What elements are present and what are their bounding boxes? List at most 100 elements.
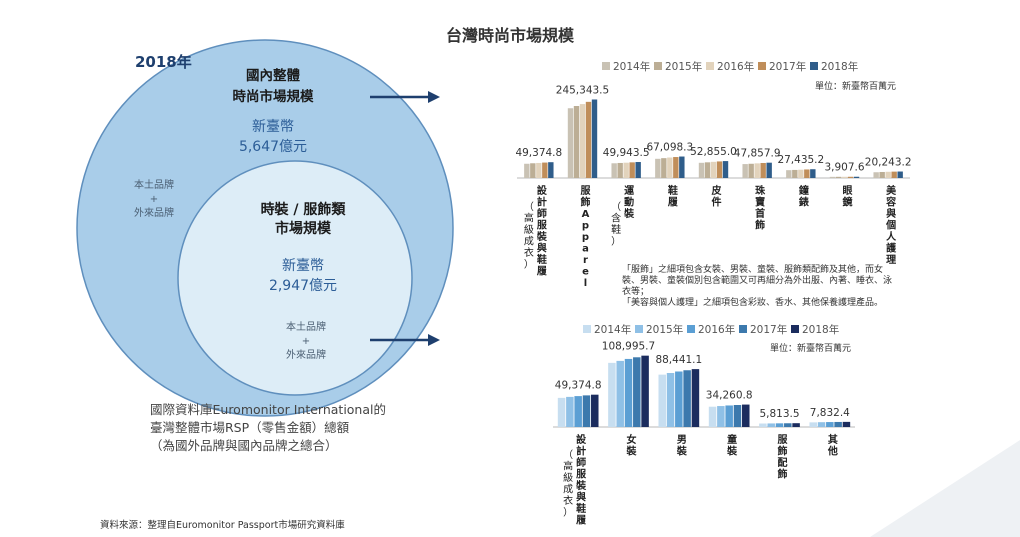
category-label-char: 寶 [755,196,765,209]
bar [716,161,723,178]
category-label: 男裝 [676,434,688,458]
unit-label: 單位：新臺幣百萬元 [770,342,851,354]
bar [826,422,834,427]
category-label-char: （ [611,201,621,213]
legend-swatch [602,62,610,70]
category-label: 運動裝 [623,185,635,220]
category-label: 其他 [827,433,838,458]
category-label-char: 鐘 [799,184,809,197]
bar [834,421,842,427]
legend-swatch [583,325,591,333]
legend-swatch [635,325,643,333]
category-label-char: 件 [712,196,722,209]
source-note: 資料來源：整理自Euromonitor Passport市場研究資料庫 [100,520,345,531]
bar [524,163,530,178]
bar [784,423,792,427]
category-label-char: p [582,221,589,232]
bar [885,171,891,178]
data-label: 245,343.5 [556,84,609,96]
category-label-char: 童 [727,433,737,446]
data-label: 3,907.6 [824,162,864,174]
bar [585,101,592,178]
bar [573,106,580,178]
bar [683,370,691,427]
outer-amount: 5,647億元 [239,139,307,155]
bar [530,163,536,178]
data-label: 49,374.8 [555,380,602,392]
category-label-char: 級 [524,223,534,236]
category-label-char: 高 [524,212,534,225]
bar [617,162,623,178]
category-label-char: 履 [575,515,586,527]
category-label-char: 飾 [778,445,788,458]
category-label-char: 其 [828,433,838,446]
legend-label: 2018年 [821,60,858,73]
bar [566,396,574,427]
page-title: 台灣時尚市場規模 [445,26,574,45]
bar [842,421,851,427]
legend-swatch [739,325,747,333]
circle-year: 2018年 [135,53,192,71]
category-label-char: 人 [886,230,897,243]
bar [873,172,879,178]
data-label: 88,441.1 [655,354,702,366]
bar [704,162,711,178]
category-label-char: 設 [537,184,548,197]
description: 國際資料庫Euromonitor International的 臺灣整體市場RS… [150,401,480,455]
inner-side-1: 本土品牌 [286,320,326,333]
category-label-char: a [582,244,589,255]
bar [542,162,548,178]
bar [835,176,842,178]
category-label-char: 與 [576,491,586,504]
category-label-char: 鏡 [843,196,853,209]
bar [792,423,800,427]
outer-side-2: + [150,194,158,205]
category-label-char: 運 [624,185,634,197]
category-label-char: 計 [537,196,547,209]
bar [611,163,617,178]
bar [742,404,750,427]
outer-currency: 新臺幣 [252,119,294,135]
bar [897,171,903,178]
bar [582,395,591,427]
legend-swatch [654,62,662,70]
bar [798,169,804,178]
category-label-char: 鞋 [537,253,547,266]
category-label-char: 鞋 [576,502,586,515]
category-label-char: 飾 [778,468,788,481]
data-label: 5,813.5 [759,408,799,420]
bar [742,164,748,178]
category-label-char: 護 [886,242,897,255]
bar [717,406,725,427]
bar [661,158,667,178]
bar [574,396,582,427]
outer-side-3: 外來品牌 [134,206,174,219]
data-label: 7,832.4 [810,407,850,419]
legend-label: 2015年 [646,323,683,336]
category-label-char: 履 [667,197,678,209]
bar [733,405,742,427]
bar [616,360,624,427]
bar [667,157,673,178]
bar [879,171,885,178]
category-label-char: 與 [886,207,896,220]
note-line: 「美容與個人護理」之細項包含彩妝、香水、其他保養護理產品。 [622,298,884,308]
category-label-char: 服 [581,185,592,197]
category-label-char: 女 [627,433,637,446]
bar-chart-2: 49,374.8設計師服裝與鞋履（高級成衣）108,995.7女裝88,441.… [553,323,855,527]
category-label: 鞋履 [667,184,678,209]
category-label-char: e [582,267,589,278]
legend-swatch [758,62,766,70]
arrow-to-chart-1 [370,91,440,103]
bar [624,358,633,427]
chart-1-note: 「服飾」之細項包含女裝、男裝、童裝、服飾類配飾及其他，而女 裝、男裝、童裝個別包… [622,265,922,309]
bar [760,162,766,178]
data-label: 108,995.7 [602,341,655,353]
category-label-char: 容 [885,196,896,209]
bar [548,162,554,178]
bar [557,397,566,427]
legend-label: 2017年 [750,323,787,336]
category-label: 童裝 [726,433,738,458]
bar [891,171,897,178]
